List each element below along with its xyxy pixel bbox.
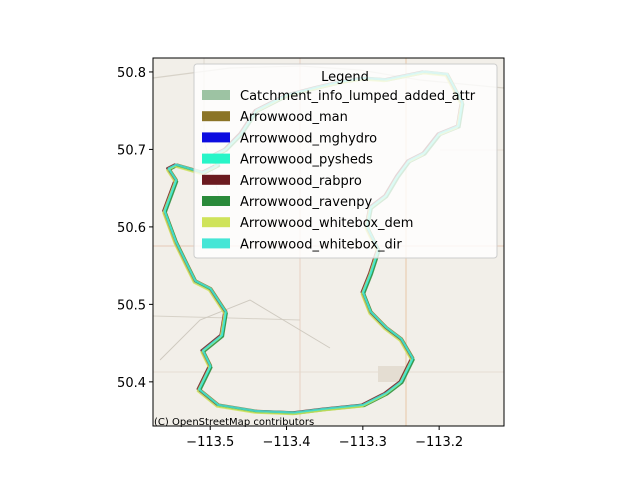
legend-box — [193, 63, 498, 259]
legend-swatch — [202, 111, 230, 122]
legend-entries: Catchment_info_lumped_added_attr Arrowwoo… — [202, 89, 476, 252]
legend-swatch — [202, 238, 230, 249]
x-tick-label: −113.5 — [186, 435, 234, 450]
y-tick-label: 50.7 — [117, 143, 146, 158]
legend-label: Arrowwood_pysheds — [240, 153, 373, 168]
basemap-road — [153, 315, 301, 321]
legend-swatch — [202, 153, 230, 164]
legend-swatch — [202, 90, 230, 100]
legend: Legend Catchment_info_lumped_added_attr A… — [193, 63, 498, 259]
legend-label: Arrowwood_ravenpy — [240, 195, 372, 210]
legend-swatch — [202, 196, 230, 206]
x-tick-label: −113.4 — [262, 435, 310, 450]
map-frame — [152, 57, 505, 427]
legend-label: Arrowwood_whitebox_dem — [240, 216, 413, 231]
y-axis: 50.4 50.5 50.6 50.7 50.8 — [117, 66, 153, 391]
legend-label: Arrowwood_man — [240, 110, 348, 125]
y-tick-label: 50.4 — [117, 376, 146, 391]
y-tick-label: 50.6 — [117, 221, 146, 236]
legend-swatch — [202, 174, 230, 185]
x-tick-label: −113.3 — [339, 435, 387, 450]
legend-label: Arrowwood_rabpro — [240, 174, 362, 189]
basemap-town — [378, 366, 406, 382]
legend-label: Arrowwood_mghydro — [240, 131, 377, 146]
y-tick-label: 50.8 — [117, 66, 146, 81]
legend-swatch — [202, 217, 230, 228]
map-attribution: (C) OpenStreetMap contributors — [154, 417, 314, 428]
legend-title: Legend — [321, 70, 369, 85]
legend-swatch — [202, 132, 230, 143]
x-tick-label: −113.2 — [415, 435, 463, 450]
legend-label: Arrowwood_whitebox_dir — [240, 237, 402, 252]
x-axis: −113.5 −113.4 −113.3 −113.2 — [186, 426, 463, 450]
legend-label: Catchment_info_lumped_added_attr — [240, 89, 476, 104]
y-tick-label: 50.5 — [117, 298, 146, 313]
